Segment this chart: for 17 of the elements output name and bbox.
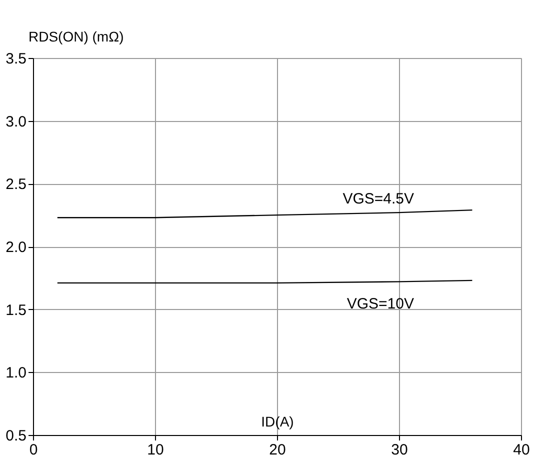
x-tick-label: 0 [29,442,38,458]
y-tick-label: 2.0 [6,239,26,256]
y-tick-label: 0.5 [6,428,26,444]
x-tick-label: 40 [513,442,530,458]
y-tick-label: 1.5 [6,302,26,319]
y-axis-title: RDS(ON) (mΩ) [28,28,124,44]
y-tick-label: 2.5 [6,176,26,194]
series-label: VGS=4.5V [342,190,414,208]
x-axis-title: ID(A) [261,414,294,430]
y-tick-label: 3.0 [6,113,26,130]
series-label: VGS=10V [346,296,414,313]
x-tick-label: 20 [269,442,286,458]
y-tick-label: 1.0 [6,364,26,382]
y-tick-label: 3.5 [6,50,26,68]
x-tick-label: 30 [391,442,408,458]
line-series [56,209,473,218]
x-tick-label: 10 [147,442,164,458]
